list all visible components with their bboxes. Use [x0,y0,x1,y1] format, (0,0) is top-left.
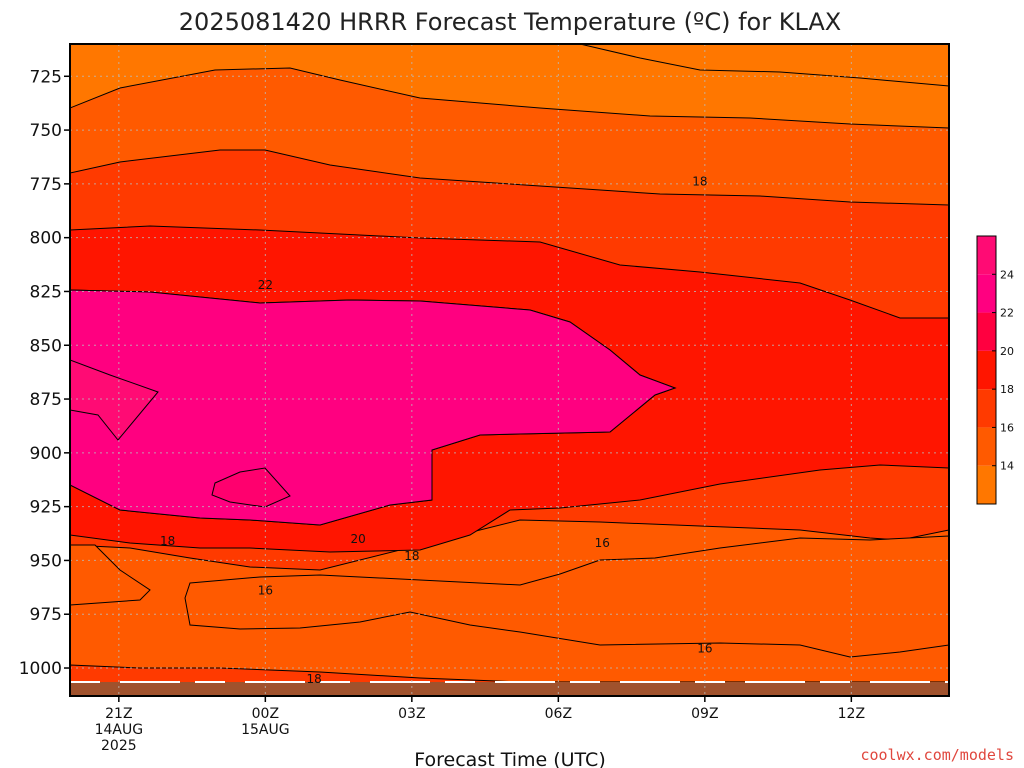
contour-labels: 18 22 18 20 18 16 16 16 18 [160,175,712,686]
y-tick-label: 800 [30,229,62,249]
x-tick-label: 06Z [545,706,572,722]
contour-label: 18 [692,175,707,189]
y-tick-label: 975 [30,605,62,625]
grid-lines [70,44,949,696]
colorbar-tick-label: 20 [1000,345,1014,358]
y-tick-label: 750 [30,121,62,141]
colorbar-band [977,427,996,466]
x-tick-label: 09Z [691,706,718,722]
contour-label: 16 [595,536,610,550]
colorbar-tick-label: 18 [1000,383,1014,396]
terrain-strip [70,682,949,696]
band-24-26-pocket [70,359,159,441]
plot-frame [69,43,950,697]
contour-label: 20 [350,532,365,546]
x-tick-label: 12Z [838,706,865,722]
contour-line-upper-12 [579,44,949,87]
contour-label: 16 [697,642,712,656]
colorbar: 14 16 18 20 22 24 [976,235,1014,505]
y-tick-label: 875 [30,390,62,410]
y-tick-label: 925 [30,498,62,518]
contour-label: 18 [160,534,175,548]
y-tick-label: 850 [30,336,62,356]
contour-label: 16 [258,584,273,598]
colorbar-frame [976,235,997,505]
y-tick-label: 1000 [19,659,62,679]
colorbar-band [977,312,996,351]
band-22-24 [70,289,677,526]
band-12-14-upper [70,44,949,129]
x-tick-label: 21Z [105,706,132,722]
contour-label: 18 [307,672,322,686]
chart-title: 2025081420 HRRR Forecast Temperature (ºC… [179,8,841,36]
colorbar-tick-label: 16 [1000,421,1014,434]
y-tick-label: 825 [30,282,62,302]
colorbar-band [977,465,996,504]
x-tick-label: 15AUG [241,722,290,738]
band-14-16-lower-main [184,535,949,658]
x-tick-label: 14AUG [95,722,144,738]
x-tick-label: 03Z [398,706,425,722]
colorbar-tick-label: 24 [1000,268,1014,281]
band-22-24-pocket [211,467,291,508]
x-tick-label: 00Z [252,706,279,722]
contour-label: 22 [258,278,273,292]
y-tick-label: 775 [30,175,62,195]
colorbar-tick-label: 14 [1000,460,1014,473]
colorbar-band [977,236,996,275]
y-tick-label: 950 [30,551,62,571]
colorbar-band [977,389,996,428]
credit-text: coolwx.com/models [860,746,1014,764]
y-tick-label: 900 [30,444,62,464]
y-tick-label: 725 [30,67,62,87]
y-axis-ticks: 725 750 775 800 825 850 875 900 925 950 975 1000 [19,67,70,679]
x-tick-label: 2025 [101,738,137,754]
colorbar-tick-label: 22 [1000,307,1014,320]
x-axis-label: Forecast Time (UTC) [414,749,605,768]
colorbar-band [977,350,996,390]
contour-label: 18 [404,549,419,563]
colorbar-band [977,274,996,313]
